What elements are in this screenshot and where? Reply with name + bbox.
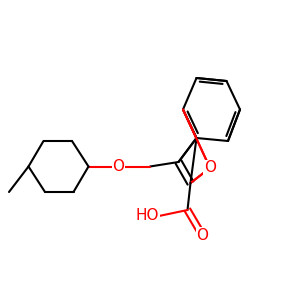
Text: O: O: [204, 160, 216, 175]
Text: O: O: [112, 159, 124, 174]
Text: O: O: [196, 228, 208, 243]
Text: HO: HO: [136, 208, 159, 224]
